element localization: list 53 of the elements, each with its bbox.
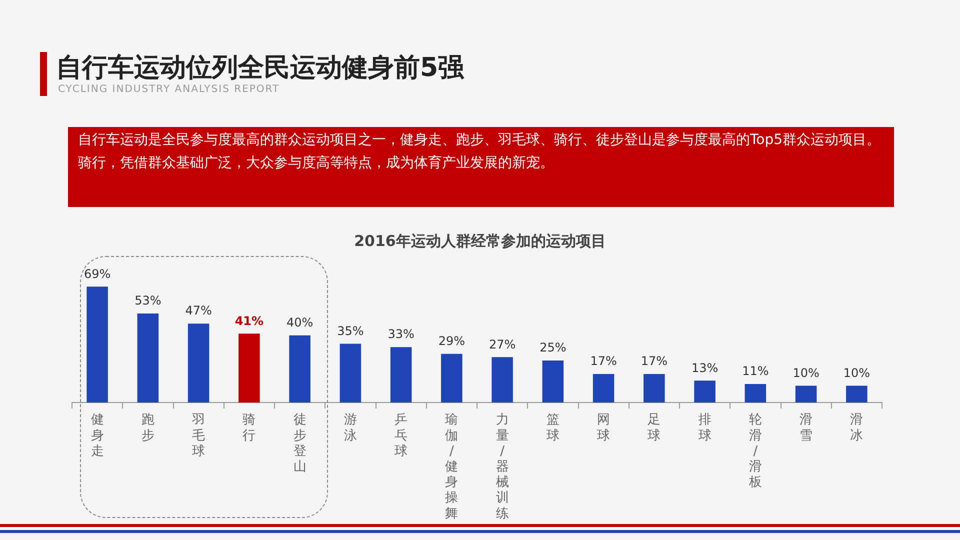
- bar: [592, 374, 614, 402]
- data-label: 11%: [742, 364, 769, 378]
- data-label: 35%: [337, 324, 364, 338]
- bar: [137, 314, 159, 402]
- x-tick-label: 篮球: [546, 412, 560, 444]
- bar: [441, 354, 462, 402]
- data-label: 25%: [540, 340, 566, 355]
- data-label: 47%: [185, 304, 212, 318]
- bar: [492, 357, 513, 402]
- data-label: 40%: [286, 315, 314, 330]
- x-tick-label: 骑行: [242, 412, 256, 444]
- x-tick-label: 健身走: [90, 412, 104, 459]
- bar: [744, 384, 766, 402]
- bar: [289, 335, 310, 402]
- x-tick-label: 滑雪: [800, 412, 813, 444]
- x-tick-label: 乒乓球: [394, 412, 408, 459]
- bar: [542, 360, 564, 402]
- data-label: 33%: [388, 327, 414, 342]
- data-label: 29%: [438, 334, 466, 348]
- bar: [795, 386, 817, 402]
- bar: [340, 344, 362, 402]
- data-label: 69%: [84, 266, 111, 281]
- data-label: 13%: [691, 360, 718, 375]
- text: 自行车运动是全民参与度最高的群众运动项目之一，健身走、跑步、羽毛球、骑行、徒步登山是参与度最高的Top5群众运动项目。: [78, 131, 882, 150]
- data-label: 27%: [488, 337, 516, 352]
- bar: [188, 324, 210, 402]
- data-label: 10%: [792, 366, 820, 380]
- x-tick-label: 瑜伽/健身操舞: [445, 412, 458, 522]
- bar: [86, 286, 108, 402]
- bar: [846, 386, 868, 402]
- chart-subtitle: CYCLING INDUSTRY ANALYSIS REPORT: [58, 84, 280, 95]
- x-tick-label: 足球: [648, 412, 661, 444]
- x-tick-label: 网球: [597, 412, 610, 444]
- x-tick-label: 跑步: [141, 412, 154, 444]
- bar: [238, 334, 260, 402]
- x-tick-label: 轮滑/滑板: [748, 412, 762, 490]
- x-tick-label: 滑冰: [850, 412, 864, 444]
- data-label: 17%: [590, 354, 617, 368]
- x-tick-label: 羽毛球: [191, 412, 206, 459]
- x-tick-label: 排球: [698, 412, 712, 444]
- text: 2016年运动人群经常参加的运动项目: [353, 232, 607, 251]
- bar: [390, 347, 412, 402]
- data-label: 53%: [134, 294, 162, 308]
- data-label: 10%: [843, 366, 870, 380]
- bar: [694, 380, 716, 402]
- data-label: 41%: [234, 314, 264, 328]
- bar: [644, 374, 665, 402]
- chart-title: 自行车运动位列全民运动健身前5强: [56, 52, 464, 84]
- text: 骑行，凭借群众基础广泛，大众参与度高等特点，成为体育产业发展的新宠。: [78, 154, 555, 173]
- x-tick-label: 徒步登山: [293, 412, 306, 474]
- data-label: 17%: [640, 354, 668, 368]
- x-tick-label: 游泳: [344, 412, 357, 444]
- x-tick-label: 力量/器械训练: [496, 412, 509, 522]
